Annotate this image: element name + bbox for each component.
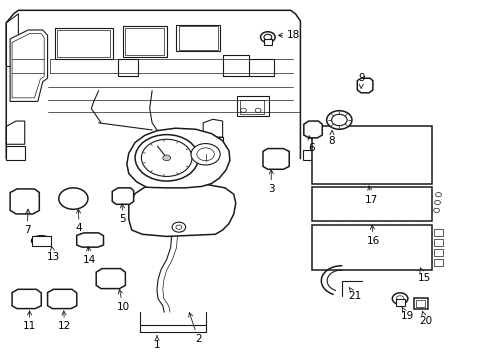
- Bar: [415, 300, 425, 307]
- Text: 6: 6: [307, 136, 314, 153]
- Bar: [433, 239, 442, 247]
- Circle shape: [391, 293, 407, 304]
- Polygon shape: [6, 121, 25, 144]
- Bar: [239, 100, 264, 114]
- Polygon shape: [302, 150, 311, 160]
- Bar: [264, 151, 286, 165]
- Polygon shape: [6, 146, 25, 160]
- Circle shape: [59, 188, 88, 209]
- Text: 19: 19: [400, 307, 413, 321]
- Text: 20: 20: [418, 311, 431, 326]
- Bar: [100, 276, 114, 283]
- Bar: [266, 154, 279, 163]
- Text: 9: 9: [357, 73, 364, 88]
- Polygon shape: [77, 233, 103, 247]
- Bar: [413, 298, 427, 309]
- Circle shape: [135, 135, 198, 181]
- Polygon shape: [6, 10, 300, 158]
- Polygon shape: [263, 149, 288, 169]
- Text: 2: 2: [188, 312, 201, 344]
- Bar: [176, 24, 220, 51]
- Text: 11: 11: [23, 311, 36, 332]
- Bar: [237, 96, 268, 116]
- Polygon shape: [12, 289, 41, 309]
- Polygon shape: [128, 184, 235, 237]
- Bar: [49, 294, 74, 304]
- Text: 13: 13: [47, 247, 61, 262]
- Bar: [15, 197, 34, 207]
- Polygon shape: [14, 192, 36, 211]
- Bar: [31, 236, 51, 246]
- Text: 14: 14: [83, 247, 96, 265]
- Bar: [433, 249, 442, 256]
- Bar: [433, 259, 442, 266]
- Text: 15: 15: [417, 268, 430, 283]
- Ellipse shape: [31, 236, 51, 246]
- Text: 5: 5: [120, 204, 126, 224]
- Bar: [384, 131, 401, 137]
- Bar: [359, 83, 369, 89]
- Circle shape: [331, 114, 346, 126]
- Circle shape: [433, 208, 439, 212]
- Polygon shape: [303, 121, 322, 138]
- Polygon shape: [10, 189, 39, 214]
- Circle shape: [435, 193, 441, 197]
- Bar: [338, 131, 355, 137]
- Bar: [314, 131, 331, 137]
- Bar: [311, 187, 431, 221]
- Polygon shape: [357, 78, 372, 93]
- Polygon shape: [96, 269, 125, 289]
- Text: 12: 12: [58, 311, 71, 332]
- Bar: [433, 229, 442, 237]
- Bar: [179, 26, 217, 50]
- Text: 1: 1: [153, 336, 160, 350]
- Bar: [125, 28, 164, 55]
- Text: 4: 4: [76, 209, 82, 233]
- Bar: [114, 194, 131, 203]
- Text: 7: 7: [24, 209, 30, 235]
- Circle shape: [326, 111, 351, 129]
- Circle shape: [191, 144, 220, 165]
- Circle shape: [434, 201, 440, 204]
- Bar: [122, 26, 166, 57]
- Text: 17: 17: [365, 186, 378, 204]
- Text: 8: 8: [328, 131, 335, 146]
- Circle shape: [63, 192, 83, 206]
- Polygon shape: [203, 119, 222, 137]
- Bar: [311, 126, 431, 184]
- Bar: [55, 28, 113, 59]
- Text: 21: 21: [348, 287, 361, 301]
- Polygon shape: [126, 128, 229, 188]
- Polygon shape: [112, 188, 133, 204]
- Polygon shape: [47, 289, 77, 309]
- Circle shape: [260, 32, 275, 42]
- Text: 18: 18: [278, 30, 299, 40]
- Bar: [361, 131, 378, 137]
- Text: 3: 3: [267, 170, 274, 194]
- Bar: [51, 296, 65, 303]
- Bar: [98, 274, 122, 284]
- Text: 16: 16: [366, 225, 379, 246]
- Bar: [264, 39, 271, 45]
- Circle shape: [163, 155, 170, 161]
- Bar: [311, 225, 431, 270]
- Text: 10: 10: [116, 289, 129, 312]
- Bar: [395, 299, 404, 306]
- Bar: [16, 296, 30, 303]
- Bar: [57, 30, 110, 57]
- Bar: [14, 294, 38, 304]
- Polygon shape: [10, 30, 47, 102]
